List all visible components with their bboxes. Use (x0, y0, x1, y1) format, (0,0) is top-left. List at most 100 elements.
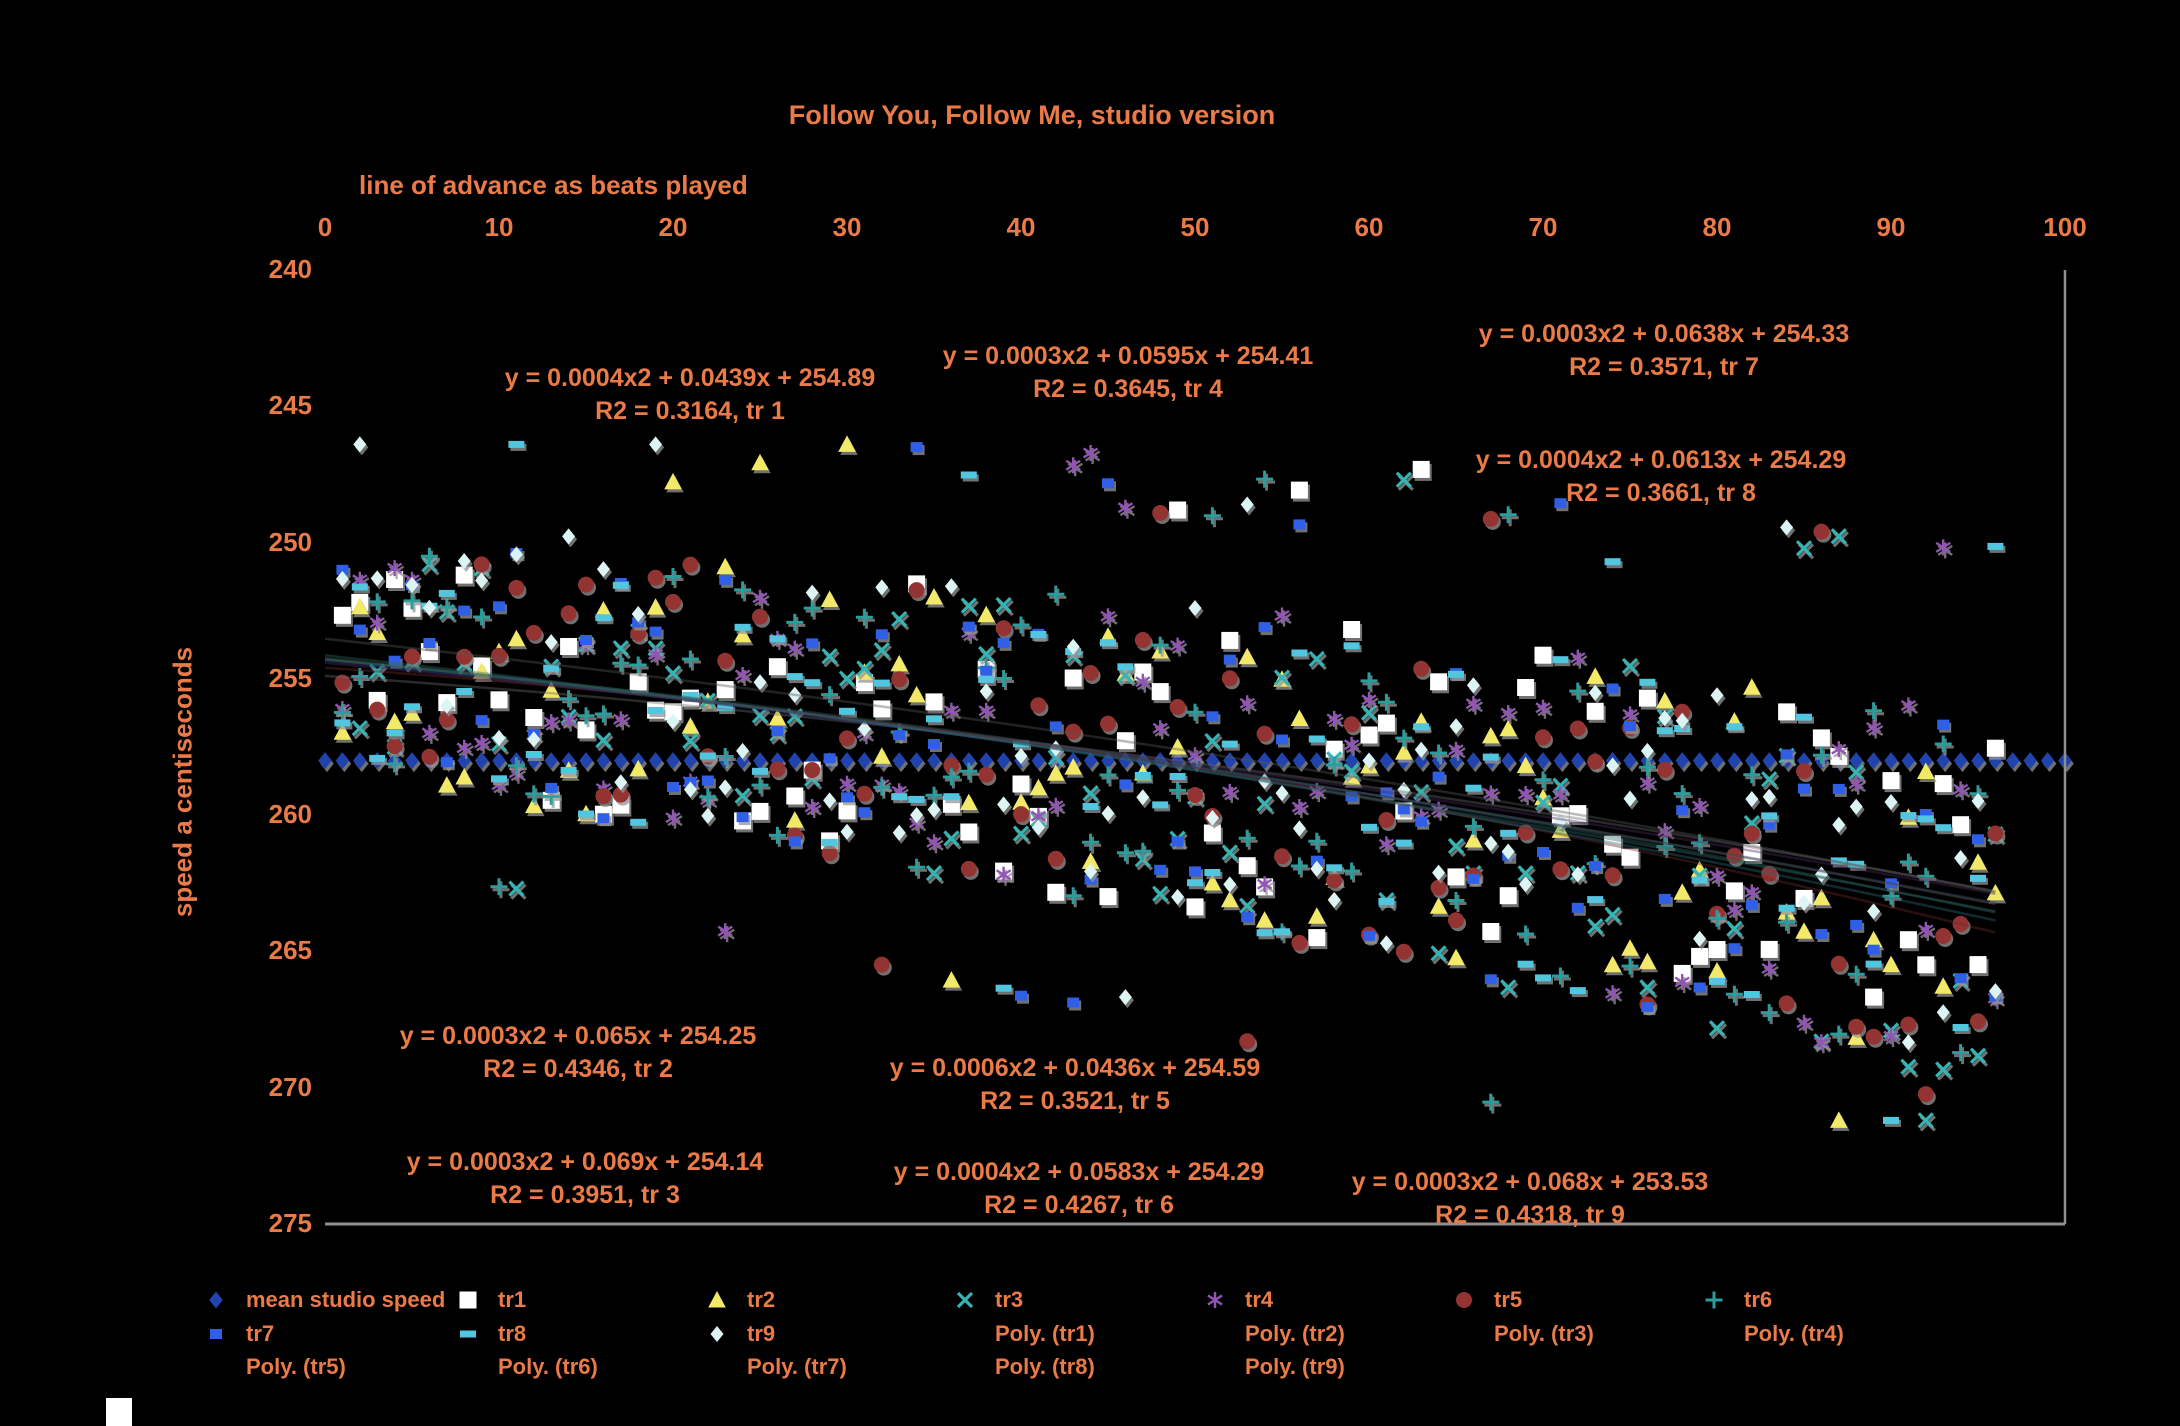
scatter-point-tr5 (908, 582, 925, 599)
scatter-point-tr8 (960, 471, 977, 479)
scatter-point-tr7 (1937, 719, 1950, 730)
scatter-point-tr7 (1467, 873, 1480, 884)
scatter-point-tr5 (960, 860, 977, 877)
scatter-point-tr4 (369, 613, 386, 632)
scatter-point-tr9 (422, 599, 436, 616)
scatter-point-tr1 (1012, 775, 1030, 793)
scatter-point-tr6 (767, 825, 788, 846)
scatter-point-tr3 (820, 647, 839, 665)
scatter-point-tr9 (1936, 1004, 1950, 1021)
scatter-point-tr8 (647, 707, 664, 714)
scatter-point-tr8 (1726, 723, 1743, 731)
scatter-point-tr3 (925, 864, 943, 882)
scatter-point-tr8 (1587, 896, 1604, 904)
scatter-point-tr5 (1448, 912, 1464, 929)
scatter-point-tr3 (1499, 978, 1517, 997)
scatter-point-tr4 (734, 665, 751, 685)
scatter-point-tr3 (1795, 539, 1813, 557)
scatter-point-tr1 (768, 658, 786, 676)
scatter-point-tr9 (1136, 789, 1150, 806)
scatter-point-tr2 (1447, 948, 1465, 966)
scatter-point-tr1 (1221, 631, 1239, 649)
scatter-point-tr5 (839, 730, 855, 747)
scatter-point-tr1 (1725, 882, 1743, 900)
scatter-point-tr5 (1047, 850, 1064, 867)
scatter-point-tr9 (1832, 816, 1846, 833)
scatter-point-tr6 (1550, 966, 1571, 986)
legend-item-poly-tr3-: Poly. (tr3) (1494, 1321, 1594, 1346)
scatter-point-tr6 (1567, 681, 1588, 702)
scatter-point-mean (909, 752, 924, 770)
scatter-point-tr1 (1969, 956, 1987, 974)
scatter-point-tr6 (1289, 856, 1310, 876)
scatter-point-mean (1623, 752, 1637, 770)
scatter-point-tr5 (1656, 761, 1673, 778)
scatter-point-tr2 (786, 811, 804, 828)
trend-equation-tr9: y = 0.0003x2 + 0.068x + 253.53 R2 = 0.431… (1351, 1168, 1709, 1229)
scatter-point-tr2 (1621, 939, 1639, 956)
scatter-point-tr3 (1621, 657, 1639, 675)
scatter-point-tr7 (910, 442, 923, 453)
scatter-point-tr6 (384, 753, 405, 774)
x-tick-label: 70 (1528, 212, 1558, 242)
scatter-point-tr9 (1414, 741, 1428, 758)
scatter-point-tr4 (1917, 920, 1935, 940)
scatter-point-tr4 (1865, 718, 1882, 737)
x-tick-label: 100 (2043, 212, 2087, 242)
legend-item-poly-tr8-: Poly. (tr8) (995, 1354, 1095, 1379)
scatter-point-tr8 (404, 703, 420, 711)
scatter-point-tr7 (736, 812, 749, 823)
scatter-point-tr6 (1167, 780, 1188, 801)
trend-equation-tr5: y = 0.0006x2 + 0.0436x + 254.59 R2 = 0.35… (889, 1054, 1261, 1115)
legend-item-tr4: tr4 (1245, 1287, 1274, 1312)
scatter-point-tr6 (1080, 832, 1101, 853)
scatter-point-tr4 (1517, 784, 1534, 804)
scatter-point-tr2 (1047, 764, 1065, 781)
scatter-point-tr9 (1588, 684, 1602, 701)
scatter-point-tr5 (821, 845, 838, 862)
scatter-point-tr1 (455, 566, 473, 584)
scatter-point-tr7 (1258, 622, 1271, 633)
scatter-point-mean (666, 752, 680, 770)
scatter-point-tr8 (1639, 678, 1656, 686)
scatter-point-tr4 (1743, 883, 1761, 902)
scatter-point-tr5 (1987, 825, 2004, 842)
scatter-point-tr2 (681, 717, 700, 734)
scatter-point-tr5 (508, 579, 525, 596)
x-tick-label: 40 (1006, 212, 1036, 242)
legend-item-poly-tr2-: Poly. (tr2) (1245, 1321, 1345, 1346)
scatter-point-tr2 (1656, 691, 1674, 709)
scatter-point-tr3 (612, 639, 630, 657)
scatter-point-tr3 (1760, 770, 1778, 788)
scatter-point-tr2 (507, 629, 526, 647)
trend-equation-tr8: y = 0.0004x2 + 0.0613x + 254.29 R2 = 0.36… (1475, 446, 1847, 507)
scatter-point-mean (2023, 752, 2037, 770)
scatter-point-tr9 (718, 779, 732, 796)
scatter-point-mean (492, 752, 506, 770)
scatter-point-tr8 (612, 581, 629, 589)
scatter-point-tr5 (630, 625, 647, 642)
scatter-point-tr6 (1463, 816, 1484, 837)
x-tick-label: 90 (1876, 212, 1906, 242)
scatter-point-tr8 (508, 440, 525, 448)
scatter-point-tr2 (385, 712, 404, 729)
scatter-point-mean (1762, 752, 1776, 770)
scatter-point-tr7 (788, 836, 801, 847)
scatter-point-tr5 (804, 762, 821, 778)
scatter-point-mean (1675, 752, 1689, 770)
scatter-point-tr2 (1308, 907, 1326, 924)
scatter-point-tr1 (490, 691, 508, 709)
scatter-point-tr7 (1589, 861, 1602, 872)
scatter-point-tr7 (1867, 944, 1880, 955)
scatter-point-tr6 (1011, 615, 1031, 635)
legend-item-tr6: tr6 (1744, 1287, 1773, 1312)
scatter-point-tr6 (802, 598, 823, 619)
scatter-point-tr7 (475, 715, 488, 726)
scatter-point-tr5 (1013, 806, 1029, 823)
scatter-point-tr8 (908, 795, 925, 803)
legend-marker-tr2-icon (708, 1291, 726, 1308)
scatter-point-tr5 (1482, 510, 1499, 527)
scatter-point-tr2 (942, 971, 961, 988)
scatter-point-mean (335, 752, 350, 770)
scatter-point-tr5 (525, 624, 542, 641)
